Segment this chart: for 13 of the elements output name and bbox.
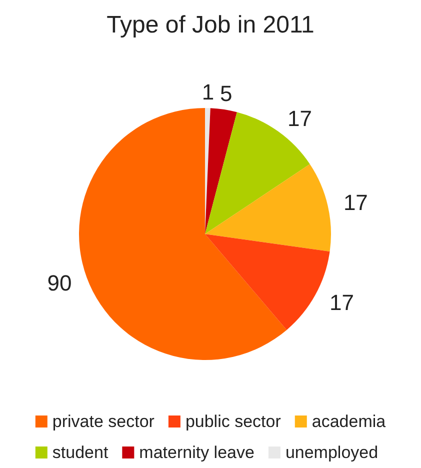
legend-label: private sector: [52, 412, 155, 431]
data-label: 90: [47, 270, 72, 296]
data-label: 17: [287, 106, 312, 131]
legend-label: maternity leave: [139, 443, 254, 462]
legend-label: unemployed: [285, 443, 378, 462]
legend-label: student: [52, 443, 108, 462]
legend-label: public sector: [185, 412, 282, 431]
data-label: 17: [329, 290, 354, 315]
data-label: 17: [343, 190, 368, 215]
legend-label: academia: [312, 412, 386, 431]
data-label: 1: [202, 80, 214, 105]
chart-title: Type of Job in 2011: [106, 12, 314, 38]
data-label: 5: [220, 81, 232, 106]
